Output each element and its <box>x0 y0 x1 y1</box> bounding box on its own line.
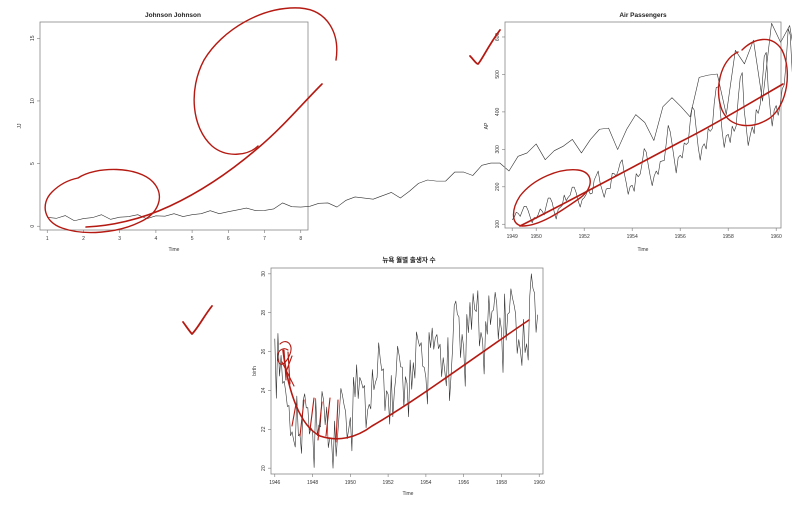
births-ytick-label: 26 <box>261 349 267 355</box>
births-xtick-label: 1956 <box>458 480 469 486</box>
births-xtick-label: 1948 <box>307 480 318 486</box>
air-ytick-label: 200 <box>495 182 501 191</box>
air-xtick-label: 1954 <box>627 234 638 240</box>
jj-series-line <box>47 22 792 222</box>
births-ytick-label: 24 <box>261 387 267 393</box>
air-circle-early-annotation <box>512 169 591 227</box>
births-plot-frame <box>270 267 544 475</box>
jj-xtick-label: 1 <box>46 236 49 242</box>
births-ylabel: birth <box>252 366 258 376</box>
air-plot-frame <box>504 21 782 229</box>
jj-xtick-label: 5 <box>191 236 194 242</box>
jj-xtick-label: 8 <box>299 236 302 242</box>
births-xlabel: Time <box>403 491 414 497</box>
jj-chart: Johnson Johnson 1 2 3 4 5 6 7 8 0 5 10 15 Time JJ <box>17 12 792 253</box>
births-ytick-label: 20 <box>261 465 267 471</box>
jj-xtick-label: 6 <box>227 236 230 242</box>
air-ytick-label: 600 <box>495 33 501 42</box>
air-ylabel: AP <box>484 122 490 129</box>
air-xtick-label: 1958 <box>723 234 734 240</box>
births-trend-annotation <box>282 319 530 440</box>
births-series-line <box>274 273 538 469</box>
jj-title: Johnson Johnson <box>145 12 201 19</box>
births-start-scribble-annotation <box>277 341 295 387</box>
births-xtick-label: 1958 <box>496 480 507 486</box>
jj-xtick-label: 7 <box>263 236 266 242</box>
air-xtick-label: 1960 <box>771 234 782 240</box>
births-ytick-label: 22 <box>261 426 267 432</box>
births-xtick-label: 1952 <box>383 480 394 486</box>
air-chart: Air Passengers 1949 1950 1952 1954 1956 1958 1… <box>484 12 792 253</box>
jj-trend-annotation <box>85 83 323 228</box>
jj-ytick-label: 5 <box>30 162 36 165</box>
jj-circle-late-annotation <box>193 7 338 155</box>
births-tick-group: 1946 1948 1950 1952 1954 1956 1958 1960 20 22 24 26… <box>261 271 545 486</box>
births-xtick-label: 1950 <box>345 480 356 486</box>
jj-xlabel: Time <box>169 247 180 253</box>
air-xtick-label: 1956 <box>675 234 686 240</box>
air-xtick-label: 1952 <box>579 234 590 240</box>
jj-circle-early-annotation <box>44 168 161 234</box>
air-trend-annotation <box>519 83 784 227</box>
air-series-line <box>511 28 792 224</box>
air-xtick-label: 1949 <box>507 234 518 240</box>
air-ytick-label: 300 <box>495 145 501 154</box>
jj-xtick-label: 2 <box>82 236 85 242</box>
jj-plot-frame <box>39 21 309 231</box>
air-xlabel: Time <box>638 247 649 253</box>
births-ytick-label: 30 <box>261 271 267 277</box>
births-xtick-label: 1960 <box>534 480 545 486</box>
jj-ytick-label: 0 <box>30 225 36 228</box>
jj-ytick-label: 10 <box>30 98 36 104</box>
jj-tick-group: 1 2 3 4 5 6 7 8 0 5 10 15 <box>30 35 302 242</box>
air-ytick-label: 400 <box>495 108 501 117</box>
jj-ylabel: JJ <box>17 123 23 129</box>
handwritten-annotations <box>44 7 789 443</box>
air-circle-late-annotation <box>717 38 789 127</box>
jj-xtick-label: 3 <box>118 236 121 242</box>
air-ytick-label: 500 <box>495 70 501 79</box>
air-ytick-label: 100 <box>495 220 501 229</box>
births-ytick-label: 28 <box>261 310 267 316</box>
jj-xtick-label: 4 <box>155 236 158 242</box>
jj-ytick-label: 15 <box>30 35 36 41</box>
births-xtick-label: 1954 <box>420 480 431 486</box>
air-checkmark-annotation <box>469 29 501 65</box>
births-title: 뉴욕 월별 출생자 수 <box>382 255 435 264</box>
air-tick-group: 1949 1950 1952 1954 1956 1958 1960 100 200 300 400… <box>495 33 782 240</box>
births-chart: 뉴욕 월별 출생자 수 1946 1948 1950 1952 1954 1956 1958… <box>252 255 545 497</box>
births-xtick-label: 1946 <box>269 480 280 486</box>
air-title: Air Passengers <box>619 12 667 19</box>
births-checkmark-annotation <box>182 305 213 335</box>
air-xtick-label: 1950 <box>531 234 542 240</box>
